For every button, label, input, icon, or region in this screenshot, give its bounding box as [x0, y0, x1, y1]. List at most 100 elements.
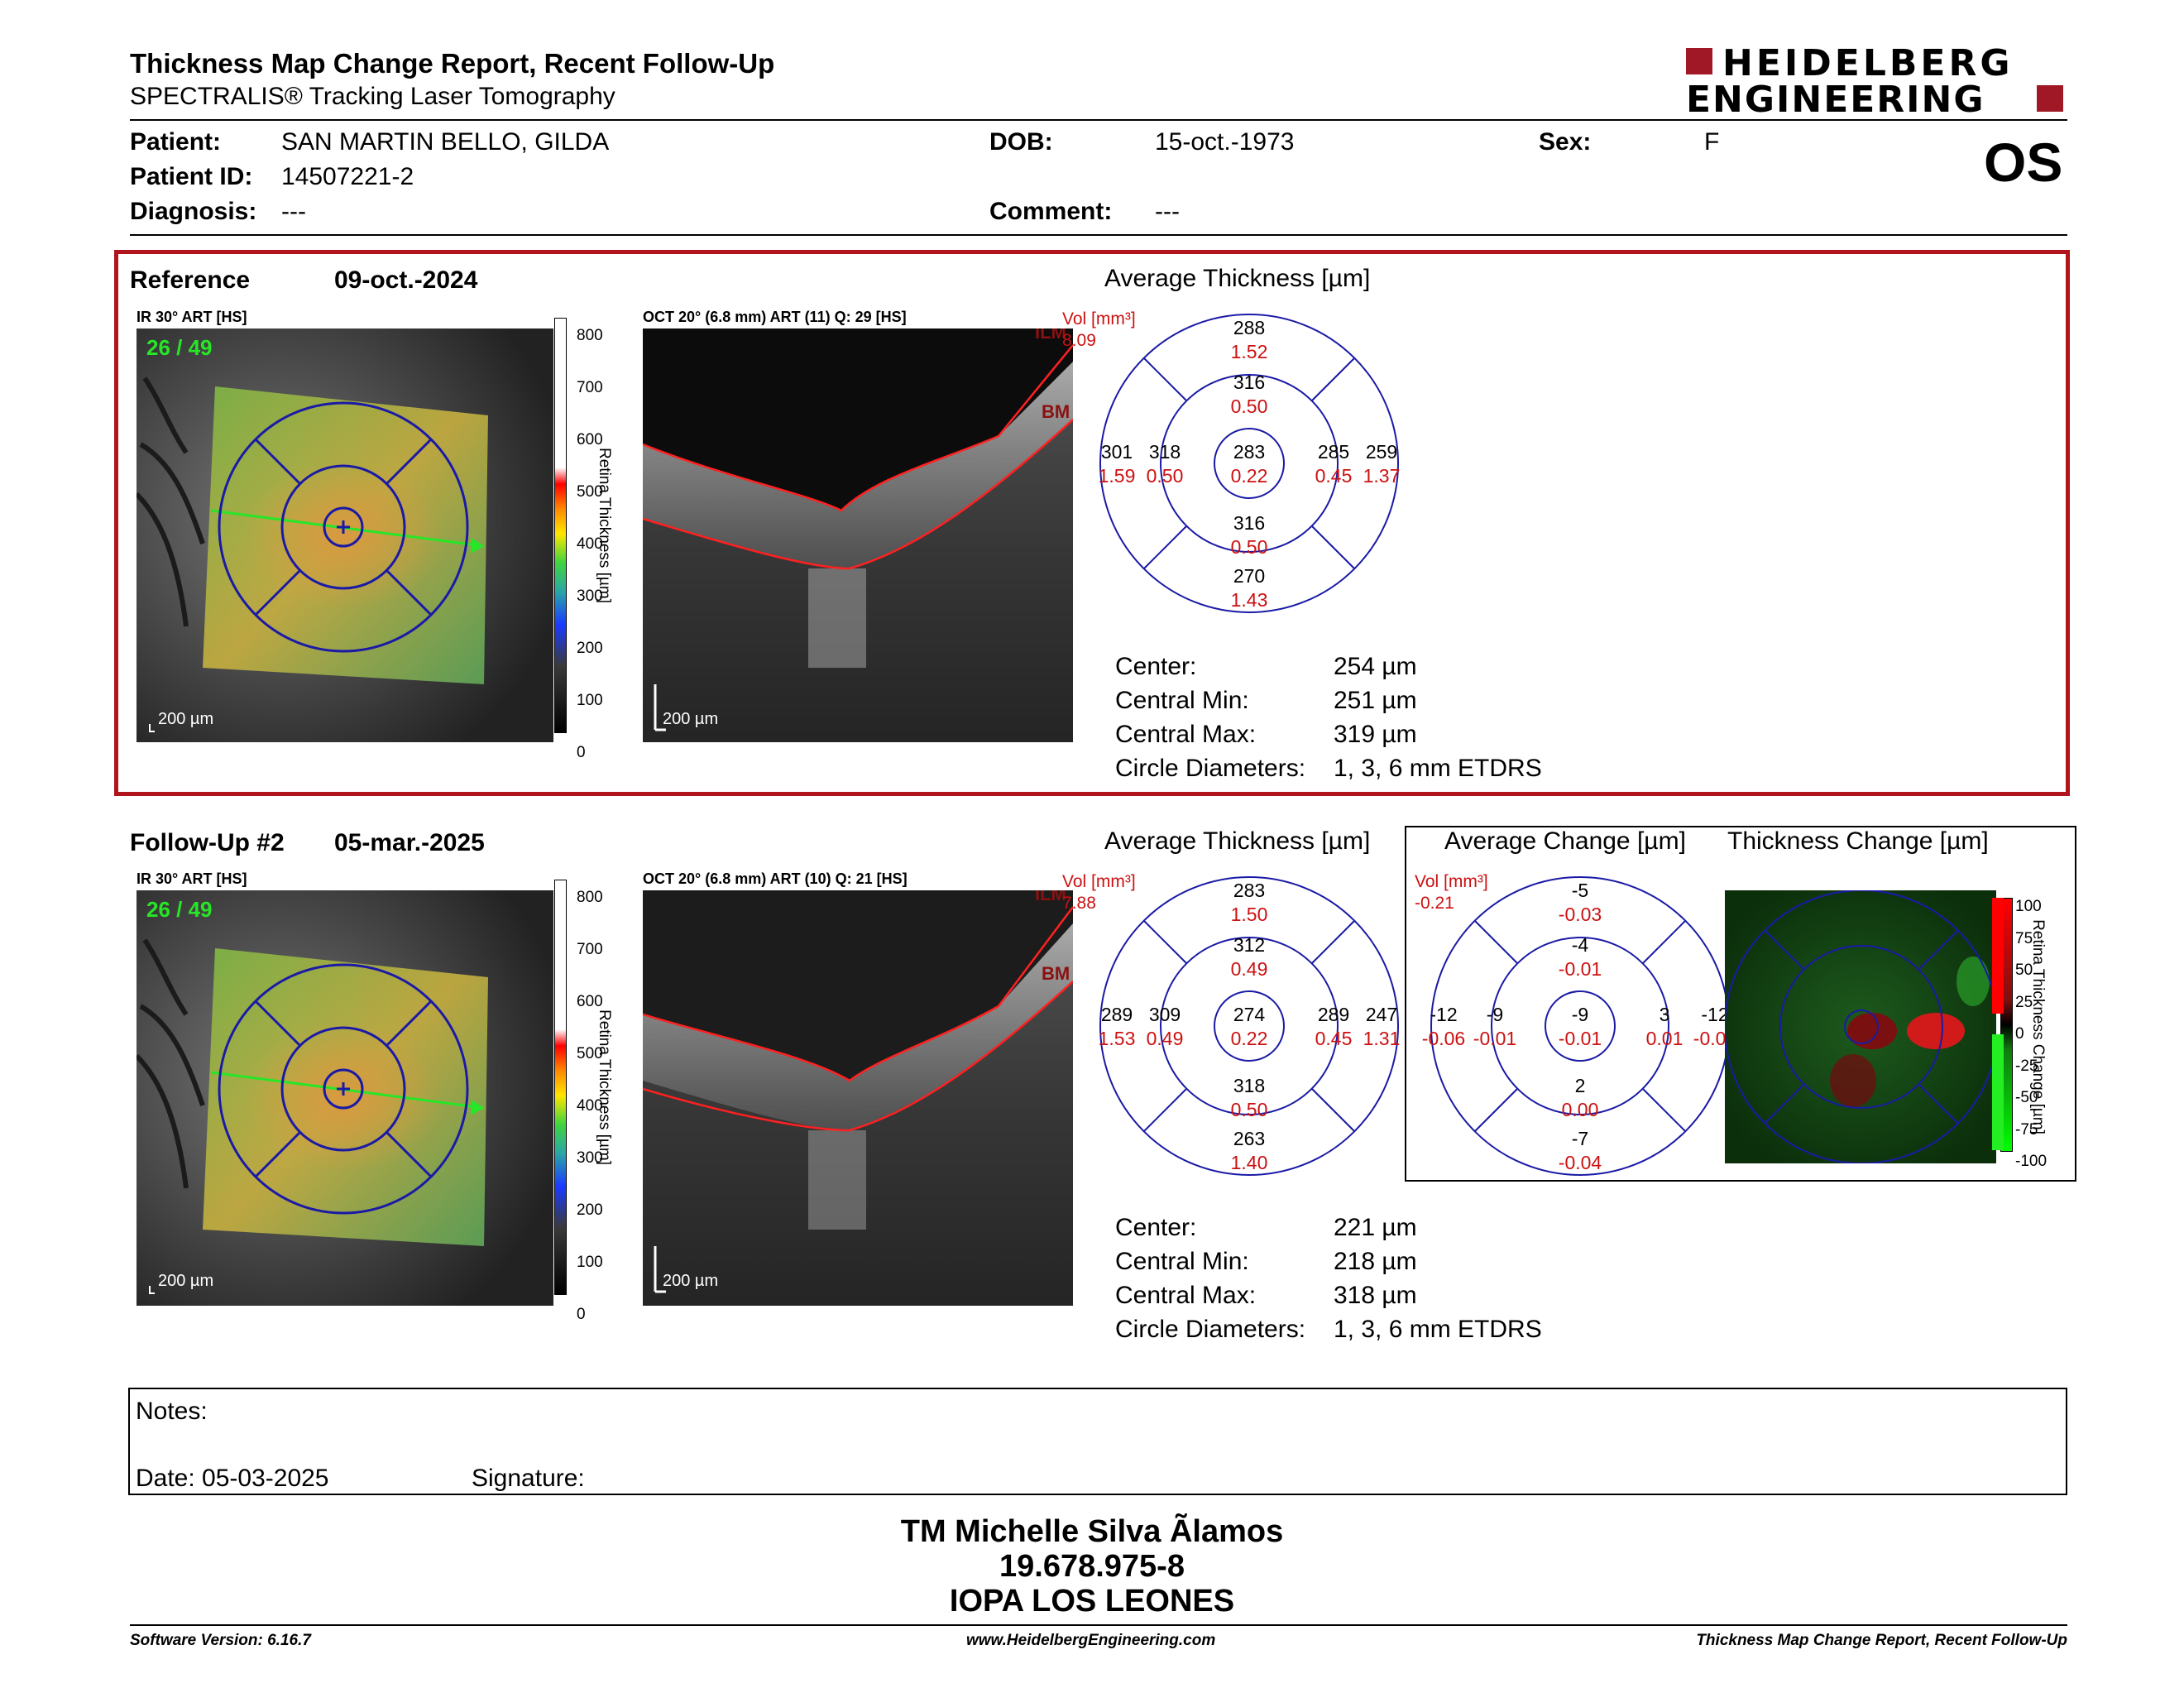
- ref-tick: 800: [577, 327, 603, 344]
- change-tick: -25: [2015, 1057, 2038, 1075]
- change-sector-outer-inferior: -7 -0.04: [1558, 1128, 1602, 1173]
- ref-oct-scale: 200 µm: [663, 710, 718, 728]
- fu-stats-labels: Center: Central Min: Central Max: Circle…: [1115, 1214, 1306, 1343]
- fu-vol-value: 7.88: [1062, 894, 1096, 913]
- fu-ilm-label: ILM: [1035, 890, 1066, 904]
- change-vol-value: -0.21: [1415, 894, 1454, 913]
- fu-tick: 300: [577, 1149, 603, 1167]
- fu-tick: 100: [577, 1254, 603, 1271]
- fu-sector-outer-nasal: 247 1.31: [1363, 1004, 1401, 1049]
- fu-ir-frame: 26 / 49: [146, 897, 213, 922]
- diagnosis-value: ---: [281, 198, 306, 225]
- ref-sector-inner-temporal: 318 0.50: [1146, 441, 1184, 487]
- eye-label: OS: [1984, 132, 2063, 193]
- notes-label: Notes:: [136, 1398, 208, 1425]
- change-box: [1405, 826, 2076, 1182]
- notes-date: Date: 05-03-2025: [136, 1465, 329, 1492]
- followup-label: Follow-Up #2: [130, 829, 285, 856]
- fu-colorbar-title: Retina Thickness [µm]: [596, 1009, 613, 1165]
- change-tick: 75: [2015, 929, 2033, 947]
- report-subtitle: SPECTRALIS® Tracking Laser Tomography: [130, 83, 615, 110]
- fu-etdrs-chart: Vol [mm³] 7.88 283 1.50 312 0.49 289 1.53 3…: [1062, 869, 1415, 1183]
- signatory-institution: IOPA LOS LEONES: [949, 1584, 1235, 1618]
- fu-sector-inner-nasal: 289 0.45: [1315, 1004, 1353, 1049]
- avg-change-title: Average Change [µm]: [1444, 827, 1686, 855]
- fu-sector-inner-temporal: 309 0.49: [1146, 1004, 1184, 1049]
- followup-date: 05-mar.-2025: [334, 829, 485, 856]
- fu-sector-outer-inferior: 263 1.40: [1230, 1128, 1268, 1173]
- ref-stats-values: 254 µm 251 µm 319 µm 1, 3, 6 mm ETDRS: [1334, 653, 1542, 782]
- change-colorbar: 100 75 50 25 0 -25 -50 -75 -100 Retina T…: [1992, 898, 2075, 1170]
- change-sector-inner-superior: -4 -0.01: [1558, 934, 1602, 980]
- change-sector-inner-temporal: -9 -0.01: [1473, 1004, 1517, 1049]
- fu-sector-outer-superior: 283 1.50: [1230, 880, 1268, 925]
- diagnosis-label: Diagnosis:: [130, 198, 257, 225]
- ref-bm-label: BM: [1042, 401, 1070, 422]
- change-tick: -100: [2015, 1153, 2048, 1170]
- signatory-id: 19.678.975-8: [999, 1549, 1185, 1584]
- reference-frame: [114, 250, 2070, 796]
- dob-label: DOB:: [989, 128, 1053, 156]
- sex-value: F: [1704, 128, 1720, 156]
- fu-sector-inner-superior: 312 0.49: [1230, 934, 1268, 980]
- software-version: Software Version: 6.16.7: [130, 1632, 311, 1649]
- ref-stats-labels: Center: Central Min: Central Max: Circle…: [1115, 653, 1306, 782]
- fu-sector-inner-inferior: 318 0.50: [1230, 1075, 1268, 1120]
- notes-box: [128, 1388, 2067, 1495]
- change-tick: 25: [2015, 993, 2033, 1011]
- patient-id-label: Patient ID:: [130, 163, 253, 190]
- ref-vol-label: Vol [mm³]: [1062, 309, 1136, 328]
- ref-avg-title: Average Thickness [µm]: [1104, 265, 1371, 292]
- comment-value: ---: [1155, 198, 1180, 225]
- ref-colorbar-scale: [554, 318, 567, 733]
- ref-sector-outer-temporal: 301 1.59: [1098, 441, 1136, 487]
- fu-ir-image: 26 / 49 200 µm: [136, 890, 553, 1306]
- fu-tick: 400: [577, 1097, 603, 1115]
- fu-tick: 500: [577, 1045, 603, 1062]
- thickness-change-title: Thickness Change [µm]: [1727, 827, 1989, 855]
- fu-oct-scale: 200 µm: [663, 1272, 718, 1290]
- ref-sector-inner-inferior: 316 0.50: [1230, 512, 1268, 558]
- ref-tick: 300: [577, 587, 603, 605]
- ref-etdrs-chart: Vol [mm³] 8.09 288 1.52 316 0.50 301 1.59 3…: [1062, 306, 1415, 621]
- ref-ir-image: 26 / 49 200 µm: [136, 328, 553, 742]
- ref-sector-inner-superior: 316 0.50: [1230, 372, 1268, 417]
- fu-ir-scale: 200 µm: [158, 1272, 213, 1290]
- patient-id: 14507221-2: [281, 163, 414, 190]
- reference-label: Reference: [130, 266, 251, 294]
- fu-colorbar-scale: [554, 880, 567, 1295]
- fu-avg-title: Average Thickness [µm]: [1104, 827, 1371, 855]
- ref-oct-label: OCT 20° (6.8 mm) ART (11) Q: 29 [HS]: [643, 309, 907, 325]
- fu-tick: 700: [577, 941, 603, 958]
- sex-label: Sex:: [1539, 128, 1592, 156]
- change-tick: 100: [2015, 898, 2042, 915]
- thickness-change-map: [1725, 890, 1996, 1163]
- ref-vol-value: 8.09: [1062, 331, 1096, 350]
- ref-ilm-label: ILM: [1035, 328, 1066, 343]
- signatory-name: TM Michelle Silva Ãlamos: [900, 1514, 1284, 1549]
- fu-tick: 200: [577, 1201, 603, 1219]
- fu-colorbar: 800 700 600 500 400 300 200 100 0 Retina…: [554, 880, 629, 1323]
- fu-tick: 600: [577, 993, 603, 1010]
- change-sector-center: -9 -0.01: [1558, 1004, 1602, 1049]
- ref-tick: 500: [577, 483, 603, 501]
- patient-label: Patient:: [130, 128, 222, 156]
- heidelberg-logo: HEIDELBERG ENGINEERING: [1686, 42, 2067, 121]
- ref-sector-outer-nasal: 259 1.37: [1363, 441, 1401, 487]
- dob-value: 15-oct.-1973: [1155, 128, 1295, 156]
- ref-sector-outer-superior: 288 1.52: [1230, 317, 1268, 362]
- ref-ir-label: IR 30° ART [HS]: [136, 309, 247, 325]
- logo-line2: ENGINEERING: [1686, 79, 1985, 121]
- change-etdrs-chart: Vol [mm³] -0.21 -5 -0.03 -4 -0.01 -12 -0.06…: [1415, 869, 1746, 1183]
- ref-colorbar-title: Retina Thickness [µm]: [596, 448, 613, 603]
- fu-sector-center: 274 0.22: [1230, 1004, 1268, 1049]
- fu-vol-label: Vol [mm³]: [1062, 872, 1136, 891]
- logo-line1: HEIDELBERG: [1722, 42, 2014, 84]
- change-tick: 0: [2015, 1025, 2024, 1043]
- ref-tick: 200: [577, 640, 603, 657]
- change-tick: -75: [2015, 1120, 2038, 1139]
- ref-sector-inner-nasal: 285 0.45: [1315, 441, 1353, 487]
- change-vol-label: Vol [mm³]: [1415, 872, 1488, 891]
- ref-tick: 0: [577, 744, 586, 761]
- website-link[interactable]: www.HeidelbergEngineering.com: [966, 1632, 1216, 1649]
